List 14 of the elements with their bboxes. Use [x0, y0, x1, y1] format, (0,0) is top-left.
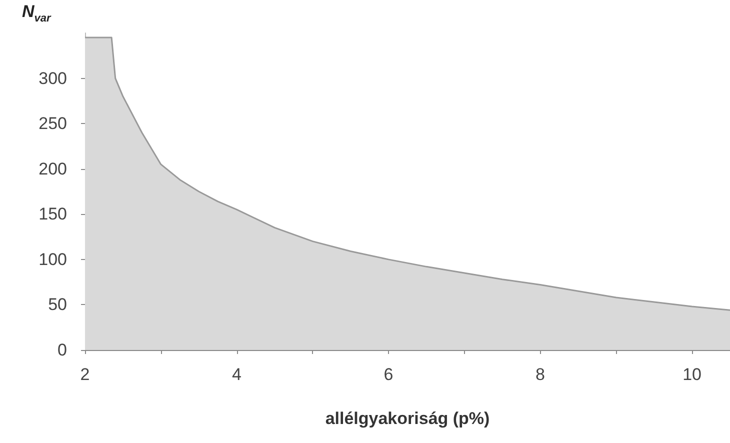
- x-tick-label: 4: [232, 365, 242, 384]
- y-tick-label: 200: [38, 159, 67, 178]
- y-tick-label: 150: [38, 204, 67, 224]
- x-tick-label: 6: [384, 365, 394, 384]
- y-tick-label: 250: [38, 114, 67, 134]
- x-tick-label: 8: [536, 365, 546, 384]
- y-tick-label: 0: [58, 340, 67, 360]
- y-tick-label: 300: [38, 68, 67, 88]
- y-tick-label: 100: [38, 250, 67, 269]
- y-axis-title: N$_{var}$: [22, 2, 51, 24]
- x-tick-label: 10: [682, 365, 702, 384]
- x-axis-title: allélgyakoriság (p%): [325, 409, 490, 428]
- y-tick-label: 50: [48, 295, 67, 314]
- x-tick-label: 2: [80, 365, 90, 384]
